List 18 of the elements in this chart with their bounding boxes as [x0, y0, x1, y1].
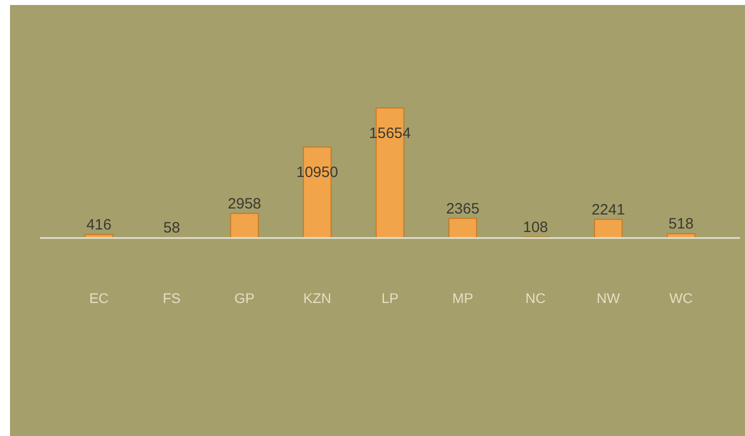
x-tick-label: NW	[596, 290, 621, 306]
x-tick-label: MP	[452, 290, 474, 306]
x-tick-label: WC	[669, 290, 693, 306]
data-label: 2241	[592, 201, 625, 218]
x-tick-label: KZN	[303, 290, 332, 306]
data-label: 2958	[228, 195, 262, 212]
x-tick-label: GP	[234, 290, 255, 306]
data-label: 518	[668, 216, 694, 233]
data-label: 2365	[446, 200, 480, 218]
data-label: 108	[523, 219, 548, 236]
data-label: 15654	[369, 125, 411, 142]
x-tick-label: LP	[381, 290, 399, 306]
data-label: 416	[86, 216, 112, 234]
data-label: 10950	[296, 164, 338, 182]
x-tick-label: NC	[525, 290, 546, 306]
x-tick-label: FS	[162, 290, 181, 306]
data-label: 58	[163, 220, 180, 237]
x-tick-label: EC	[89, 290, 109, 306]
